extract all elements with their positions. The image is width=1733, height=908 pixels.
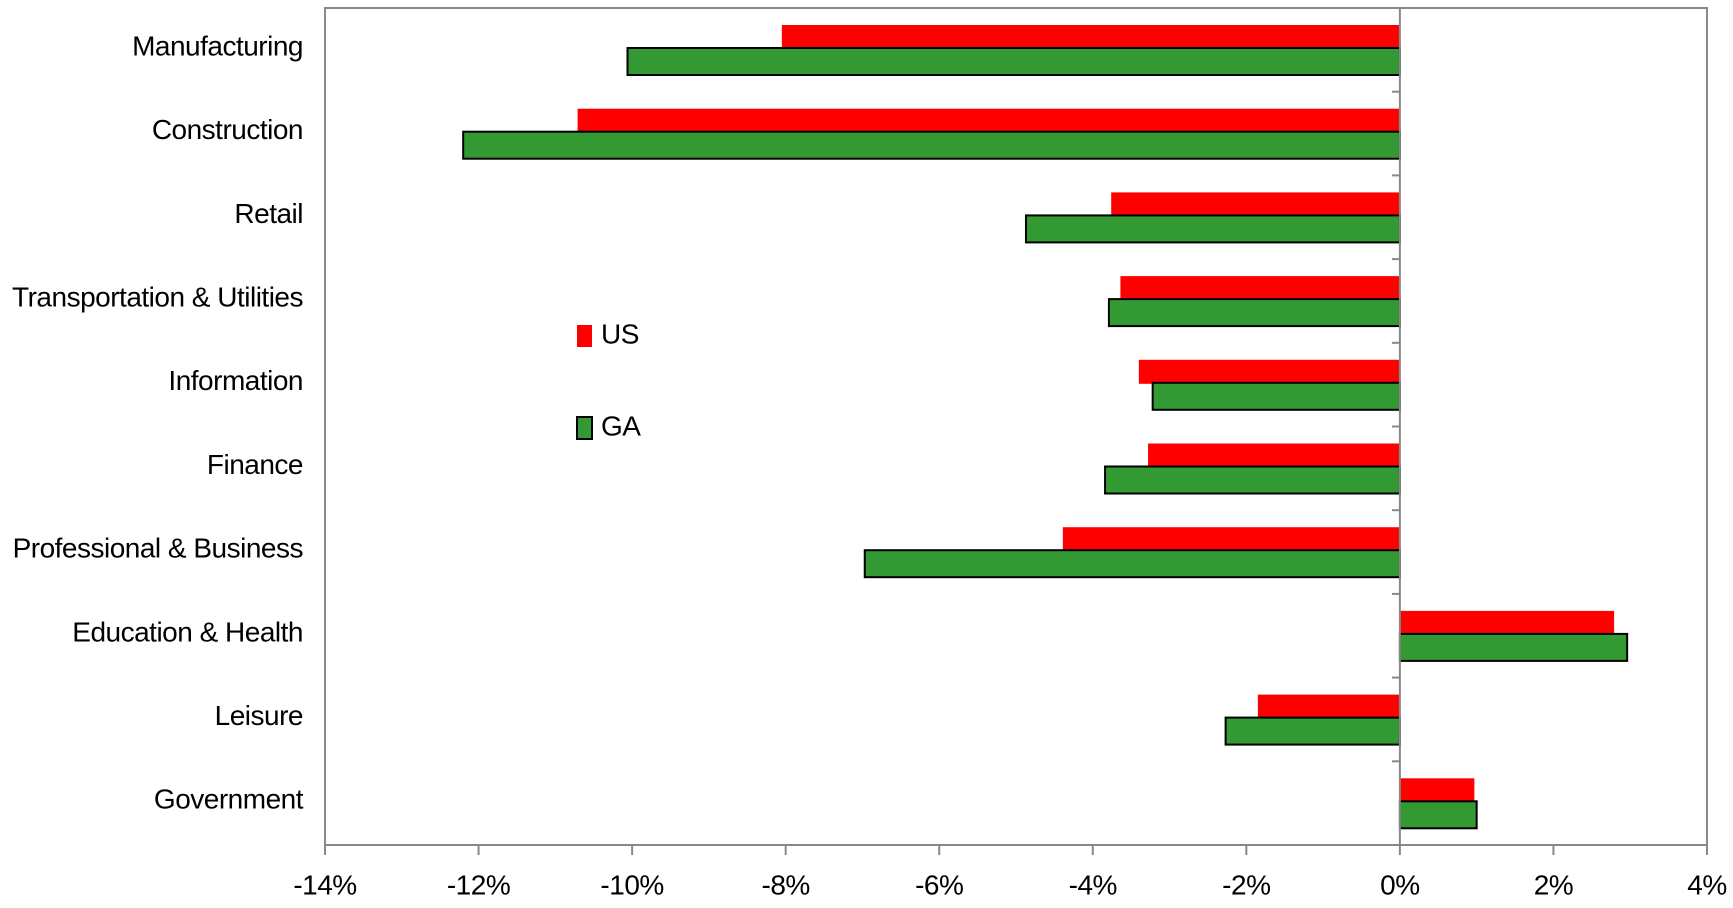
bar: [1120, 276, 1400, 301]
x-tick-label: 4%: [1687, 869, 1726, 900]
y-tick-label: Manufacturing: [132, 30, 303, 61]
x-tick-label: -4%: [1069, 869, 1117, 900]
x-tick-label: -6%: [915, 869, 963, 900]
bar: [626, 47, 1401, 76]
x-tick-label: -12%: [447, 869, 510, 900]
plot-area: [324, 7, 1708, 846]
x-tick-label: -10%: [600, 869, 663, 900]
y-tick-label: Transportation & Utilities: [12, 281, 303, 312]
bar: [577, 108, 1400, 133]
bar: [1151, 381, 1401, 411]
bar: [1257, 694, 1400, 719]
y-tick-label: Professional & Business: [13, 533, 303, 564]
bar: [781, 25, 1400, 49]
bar: [863, 549, 1401, 579]
x-tick-label: -8%: [762, 869, 810, 900]
y-tick-label: Construction: [152, 114, 303, 145]
x-tick-label: -14%: [293, 869, 356, 900]
bar: [1148, 443, 1400, 468]
y-tick-label: Finance: [207, 449, 303, 480]
bar: [1398, 632, 1629, 662]
legend-label: US: [601, 318, 639, 349]
y-tick-label: Leisure: [215, 700, 303, 731]
legend-swatch: [577, 325, 592, 347]
x-tick-label: 2%: [1534, 869, 1573, 900]
bar: [1399, 610, 1615, 635]
bar: [1024, 214, 1401, 244]
bar: [1398, 800, 1478, 830]
bar: [1224, 716, 1401, 746]
bar: [1062, 527, 1400, 552]
y-tick-label: Information: [168, 365, 303, 396]
bar: [1399, 778, 1475, 803]
y-tick-label: Government: [154, 784, 304, 815]
legend-label: GA: [601, 410, 641, 441]
x-tick-label: -2%: [1222, 869, 1270, 900]
x-tick-label: 0%: [1380, 869, 1419, 900]
bar: [1111, 192, 1400, 217]
bar: [462, 130, 1401, 160]
legend-swatch: [576, 416, 593, 440]
bar: [1107, 298, 1401, 328]
y-tick-label: Retail: [234, 198, 303, 229]
bar: [1104, 465, 1401, 495]
y-tick-label: Education & Health: [72, 616, 303, 647]
bar: [1138, 359, 1400, 384]
